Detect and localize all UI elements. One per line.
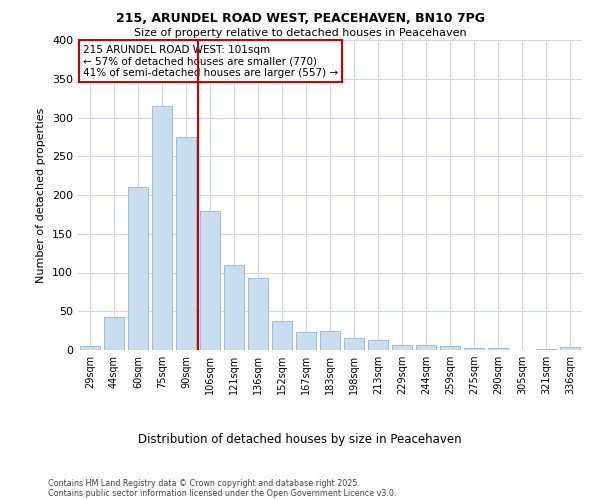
Bar [368,340,388,350]
Bar [344,338,364,350]
Bar [152,106,172,350]
Bar [224,265,244,350]
Bar [488,348,508,350]
Bar [272,320,292,350]
Bar [392,344,412,350]
Text: Contains HM Land Registry data © Crown copyright and database right 2025.: Contains HM Land Registry data © Crown c… [48,478,360,488]
Bar [416,346,436,350]
Bar [128,187,148,350]
Bar [296,332,316,350]
Bar [560,347,580,350]
Bar [536,349,556,350]
Text: Size of property relative to detached houses in Peacehaven: Size of property relative to detached ho… [134,28,466,38]
Bar [80,346,100,350]
Bar [464,348,484,350]
Text: 215 ARUNDEL ROAD WEST: 101sqm
← 57% of detached houses are smaller (770)
41% of : 215 ARUNDEL ROAD WEST: 101sqm ← 57% of d… [83,44,338,78]
Text: Distribution of detached houses by size in Peacehaven: Distribution of detached houses by size … [138,432,462,446]
Y-axis label: Number of detached properties: Number of detached properties [37,108,46,282]
Bar [104,316,124,350]
Text: 215, ARUNDEL ROAD WEST, PEACEHAVEN, BN10 7PG: 215, ARUNDEL ROAD WEST, PEACEHAVEN, BN10… [115,12,485,26]
Bar [320,330,340,350]
Bar [200,210,220,350]
Bar [248,278,268,350]
Bar [176,137,196,350]
Bar [440,346,460,350]
Text: Contains public sector information licensed under the Open Government Licence v3: Contains public sector information licen… [48,488,397,498]
